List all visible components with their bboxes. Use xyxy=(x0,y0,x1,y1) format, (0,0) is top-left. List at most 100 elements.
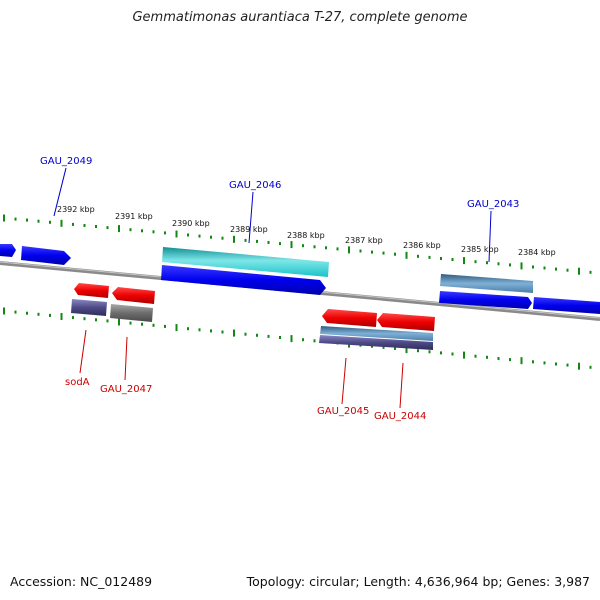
gene-forward-edge[interactable] xyxy=(0,244,16,257)
leader-GAU_2049 xyxy=(53,167,67,217)
scale-tick-bottom xyxy=(589,365,592,369)
scale-tick-top xyxy=(95,225,97,228)
scale-tick-top xyxy=(543,266,546,270)
gene-forward-right-edge[interactable] xyxy=(533,297,600,314)
genome-title: Gemmatimonas aurantiaca T-27, complete g… xyxy=(132,10,468,25)
scale-tick-bottom xyxy=(474,354,477,358)
scale-tick-bottom xyxy=(3,307,5,315)
label-GAU_2044[interactable]: GAU_2044 xyxy=(374,411,426,422)
scale-tick-bottom xyxy=(118,318,120,326)
scale-tick-top xyxy=(405,251,408,259)
leader-GAU_2046 xyxy=(248,191,254,244)
scale-tick-bottom xyxy=(417,349,419,353)
scale-tick-bottom xyxy=(428,350,431,354)
gene-reverse-sodA[interactable] xyxy=(74,283,109,298)
scale-tick-bottom xyxy=(210,329,212,333)
scale-tick-top xyxy=(336,247,339,251)
scale-tick-bottom xyxy=(566,363,569,367)
scale-tick-top xyxy=(221,236,224,240)
gene-gray-GAU_2047[interactable] xyxy=(110,304,153,322)
scale-tick-top xyxy=(106,226,109,230)
accession-text: Accession: NC_012489 xyxy=(10,574,153,589)
gene-purple-sodA[interactable] xyxy=(71,299,107,316)
scale-tick-top xyxy=(175,230,178,238)
label-GAU_2043[interactable]: GAU_2043 xyxy=(467,199,519,210)
leader-sodA xyxy=(79,329,87,374)
scale-tick-top xyxy=(463,257,465,265)
scale-tick-bottom xyxy=(233,329,235,337)
scale-tick-top xyxy=(37,219,40,223)
scale-tick-top xyxy=(198,234,201,238)
scale-label-2388: 2388 kbp xyxy=(287,231,325,240)
scale-tick-bottom xyxy=(371,344,373,348)
scale-tick-top xyxy=(14,217,17,221)
gene-rna-cyan[interactable] xyxy=(162,247,329,277)
scale-tick-bottom xyxy=(543,361,546,365)
scale-tick-bottom xyxy=(578,362,580,370)
genome-stats-text: Topology: circular; Length: 4,636,964 bp… xyxy=(246,574,590,589)
scale-tick-top xyxy=(348,246,350,254)
scale-tick-top xyxy=(302,244,304,248)
scale-tick-top xyxy=(313,245,316,249)
scale-tick-top xyxy=(509,263,511,267)
label-sodA[interactable]: sodA xyxy=(65,377,90,388)
scale-tick-top xyxy=(382,251,385,255)
gene-steel-GAU_2043[interactable] xyxy=(440,274,533,293)
scale-tick-top xyxy=(325,246,327,250)
scale-tick-bottom xyxy=(394,347,396,350)
scale-tick-bottom xyxy=(256,333,258,337)
scale-tick-top xyxy=(83,224,86,227)
gene-steel-GAU_2045[interactable] xyxy=(320,326,433,341)
scale-tick-bottom xyxy=(290,335,293,343)
label-GAU_2046[interactable]: GAU_2046 xyxy=(229,180,281,191)
scale-label-2389: 2389 kbp xyxy=(230,225,268,234)
gene-forward-2043-lower[interactable] xyxy=(439,291,532,309)
scale-tick-bottom xyxy=(14,310,17,314)
scale-tick-top xyxy=(233,235,235,243)
scale-label-2387: 2387 kbp xyxy=(345,236,383,245)
scale-tick-top xyxy=(141,229,143,233)
scale-tick-bottom xyxy=(141,322,143,326)
scale-tick-bottom xyxy=(187,327,189,331)
scale-tick-top xyxy=(279,242,281,246)
gene-forward-GAU_2046[interactable] xyxy=(161,265,326,295)
scale-tick-top xyxy=(589,270,592,274)
scale-tick-top xyxy=(152,230,155,234)
scale-tick-top xyxy=(359,249,362,253)
scale-tick-top xyxy=(244,238,247,242)
scale-tick-bottom xyxy=(486,355,488,359)
gene-purple-GAU_2044[interactable] xyxy=(319,335,433,350)
scale-tick-top xyxy=(267,241,270,244)
scale-tick-bottom xyxy=(463,351,465,359)
scale-ticks-top xyxy=(3,214,592,275)
scale-tick-top xyxy=(440,257,442,260)
scale-tick-bottom xyxy=(129,321,132,325)
scale-tick-top xyxy=(417,254,419,258)
label-GAU_2045[interactable]: GAU_2045 xyxy=(317,406,369,417)
scale-tick-bottom xyxy=(555,362,557,366)
scale-tick-bottom xyxy=(451,352,454,356)
gene-reverse-GAU_2047[interactable] xyxy=(112,287,155,304)
gene-reverse-GAU_2044[interactable] xyxy=(377,313,435,331)
scale-label-2390: 2390 kbp xyxy=(172,219,210,228)
scale-label-2391: 2391 kbp xyxy=(115,212,153,221)
label-GAU_2047[interactable]: GAU_2047 xyxy=(100,384,152,395)
scale-tick-top xyxy=(187,233,189,237)
label-GAU_2049[interactable]: GAU_2049 xyxy=(40,156,92,167)
scale-tick-top xyxy=(497,262,500,266)
scale-tick-bottom xyxy=(440,351,442,355)
scale-tick-top xyxy=(486,261,488,265)
gene-forward-GAU_2049[interactable] xyxy=(21,246,71,265)
scale-tick-bottom xyxy=(175,324,178,332)
scale-tick-top xyxy=(532,265,534,269)
scale-tick-bottom xyxy=(72,316,74,320)
gene-reverse-GAU_2045[interactable] xyxy=(322,309,377,327)
scale-tick-bottom xyxy=(26,311,28,315)
scale-tick-bottom xyxy=(95,318,97,322)
scale-tick-bottom xyxy=(405,346,408,354)
scale-tick-bottom xyxy=(198,328,201,332)
scale-tick-bottom xyxy=(106,319,109,323)
scale-tick-top xyxy=(566,268,569,272)
leader-GAU_2043 xyxy=(488,210,492,263)
scale-label-2385: 2385 kbp xyxy=(461,245,499,254)
